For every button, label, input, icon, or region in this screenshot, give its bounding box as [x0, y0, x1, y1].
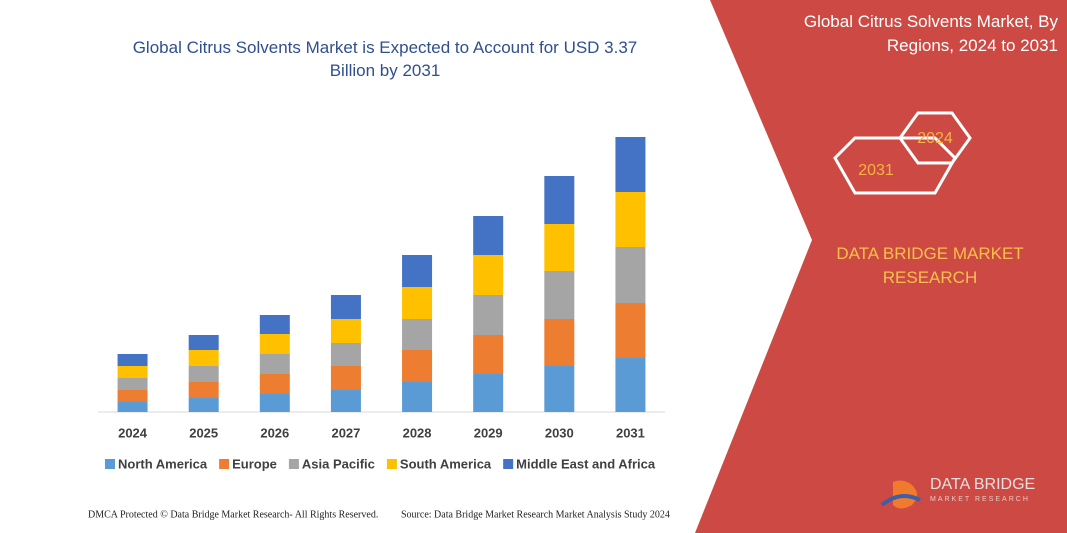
bar-segment — [473, 374, 504, 412]
bar-segment — [259, 394, 290, 412]
bar-segment — [473, 216, 504, 255]
bar-segment — [544, 224, 575, 271]
bar-segment — [117, 354, 148, 366]
bar-segment — [615, 137, 646, 192]
bar-segment — [259, 374, 290, 394]
bar-segment — [402, 382, 433, 412]
bar-segment — [259, 334, 290, 354]
legend-swatch — [105, 459, 115, 469]
legend-label: Asia Pacific — [302, 456, 375, 471]
bar-segment — [117, 402, 148, 412]
legend-label: South America — [400, 456, 492, 471]
side-panel — [695, 0, 1067, 533]
x-tick-label: 2028 — [403, 425, 432, 440]
x-tick-label: 2025 — [189, 425, 218, 440]
legend-label: Middle East and Africa — [516, 456, 656, 471]
legend-label: North America — [118, 456, 208, 471]
bar-segment — [473, 255, 504, 295]
footer-left: DMCA Protected © Data Bridge Market Rese… — [88, 509, 378, 520]
legend-label: Europe — [232, 456, 277, 471]
bar-segment — [473, 335, 504, 374]
footer-right: Source: Data Bridge Market Research Mark… — [401, 509, 670, 520]
x-tick-label: 2026 — [260, 425, 289, 440]
x-tick-label: 2024 — [118, 425, 148, 440]
panel-title: Global Citrus Solvents Market, By Region… — [803, 12, 1058, 55]
hexagon — [898, 111, 972, 165]
bar-segment — [330, 390, 361, 412]
bar-segment — [188, 335, 219, 350]
x-tick-label: 2030 — [545, 425, 574, 440]
logo-tagline: MARKET RESEARCH — [930, 496, 1030, 503]
bar-segment — [188, 366, 219, 382]
bar-segment — [330, 343, 361, 366]
x-tick-label: 2027 — [331, 425, 360, 440]
bar-segment — [473, 295, 504, 335]
bar-segment — [117, 390, 148, 402]
bar-segment — [544, 176, 575, 224]
bar-segment — [544, 366, 575, 412]
bar-segment — [402, 255, 433, 287]
bar-segment — [402, 350, 433, 382]
bar-segment — [402, 319, 433, 350]
chart-title: Global Citrus Solvents Market is Expecte… — [132, 38, 638, 80]
bar-segment — [615, 358, 646, 412]
hexagon-label: 2024 — [917, 130, 953, 147]
legend-swatch — [288, 459, 299, 469]
bar-segment — [615, 303, 646, 358]
logo-name: DATA BRIDGE — [930, 476, 1035, 493]
bar-segment — [330, 366, 361, 390]
bar-segment — [259, 354, 290, 374]
logo-icon — [893, 472, 917, 509]
bar-segment — [117, 378, 148, 390]
bar-segment — [615, 192, 646, 247]
bar-segment — [402, 287, 433, 319]
x-tick-label: 2031 — [616, 425, 645, 440]
bar-segment — [330, 295, 361, 319]
bar-segment — [259, 315, 290, 334]
panel-brand: DATA BRIDGE MARKET RESEARCH — [836, 244, 1024, 287]
bar-segment — [544, 271, 575, 319]
bar-segment — [188, 350, 219, 366]
x-tick-label: 2029 — [474, 425, 503, 440]
legend-swatch — [503, 459, 514, 469]
bar-segment — [330, 319, 361, 343]
logo-icon — [880, 494, 921, 507]
legend-swatch — [386, 459, 397, 469]
bar-segment — [544, 319, 575, 366]
hexagon — [833, 136, 957, 195]
bar-segment — [117, 366, 148, 378]
hexagon-label: 2031 — [858, 162, 894, 179]
bar-segment — [188, 382, 219, 398]
bar-segment — [188, 398, 219, 412]
legend-swatch — [219, 459, 230, 469]
bar-segment — [615, 247, 646, 303]
